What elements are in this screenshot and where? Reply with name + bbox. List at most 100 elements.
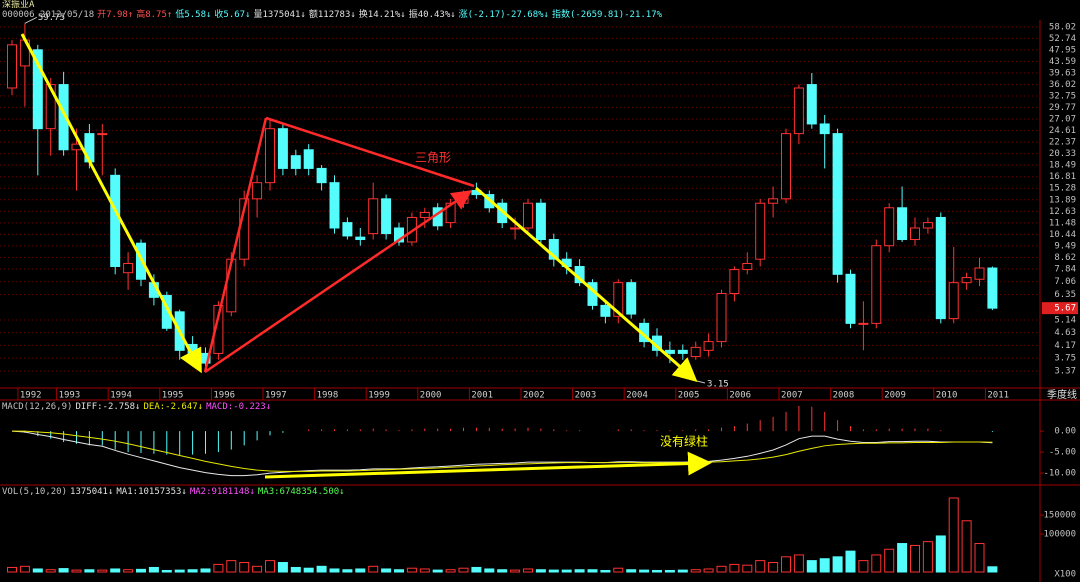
candle-body [600,304,611,317]
candle-body [355,236,366,241]
y-tick-label: 36.02 [1049,80,1076,90]
candle-body [368,198,379,235]
quote-item: 收5.67↓ [214,10,251,20]
trend-line [20,33,202,374]
candle-body [213,304,224,354]
high-marker-line [24,16,38,24]
quote-item: 高8.75↑ [136,10,173,20]
volume-bar [136,568,146,573]
candle-body [922,222,933,229]
low-marker-line [692,379,706,384]
x-tick-label: 2001 [471,391,493,401]
volume-bar [406,567,417,573]
y-tick-label: 4.63 [1054,328,1076,338]
y-tick-label: -5.00 [1049,448,1076,458]
y-tick-label: 22.37 [1049,138,1076,148]
volume-bar [974,543,985,573]
candle-body [303,149,314,169]
y-tick-label: 43.59 [1049,57,1076,67]
macd-panel: 0.00 -5.00 -10.00 没有绿柱 [11,405,1076,479]
macd-header: MACD(12,26,9) DIFF:-2.758↓ DEA:-2.647↓ MACD… [2,402,274,412]
candle-body [329,182,340,229]
y-tick-label: 15.28 [1049,184,1076,194]
candle-body [793,87,804,135]
y-tick-label: 27.07 [1049,115,1076,125]
y-tick-label: 9.49 [1054,241,1076,251]
volume-bar [819,558,830,573]
volume-bar [71,569,82,573]
volume-bar [303,567,314,573]
macd-title: MACD(12,26,9) [2,402,73,412]
x-tick-label: 2009 [884,391,906,401]
volume-panel: 150000 100000 X100 [7,497,1076,580]
x-tick-label: 1996 [213,391,235,401]
candle-body [690,346,701,358]
volume-bar [523,568,533,573]
x-tick-label: 2006 [729,391,751,401]
candle-body [948,282,959,320]
trend-line [203,117,268,373]
quote-item: 000006 2012/05/18 [2,10,95,20]
x-tick-label: 1995 [162,391,184,401]
candle-body [123,263,134,274]
candle-body [626,282,637,315]
unit-label: X100 [1054,570,1076,580]
x-tick-label: 1997 [265,391,287,401]
volume-bar [871,554,882,573]
candle-body [716,292,727,343]
volume-bar [768,562,779,573]
y-tick-label: 58.02 [1049,22,1076,32]
vol-header-item: MA2:9181148↓ [189,487,255,497]
volume-bar [497,569,508,573]
y-tick-label: 18.49 [1049,161,1076,171]
volume-bar [793,554,804,573]
volume-bar [19,565,30,573]
volume-bar [239,562,250,573]
candle-body [419,212,430,218]
y-tick-label: 5.14 [1054,316,1076,326]
volume-bar [910,544,920,573]
y-tick-label: 100000 [1043,530,1076,540]
candle-body [548,239,559,260]
volume-bar [613,567,624,573]
y-tick-label: 39.63 [1049,68,1076,78]
macd-header-item: DEA:-2.647↓ [143,402,204,412]
candle-body [252,182,263,200]
x-tick-label: 2003 [575,391,597,401]
volume-bar [626,569,637,573]
volume-bar [187,569,198,573]
volume-bar [368,565,379,573]
candle-body [290,155,301,169]
annotation: 三角形 [415,151,451,165]
candle-body [819,123,830,135]
volume-bar [355,568,366,573]
volume-bar [884,548,895,573]
volume-bar [252,565,263,573]
price-tag-label: 5.67 [1054,304,1076,314]
candle-body [729,269,740,294]
trend-line [265,116,475,188]
candle-body [987,267,998,309]
volume-bar [290,566,301,573]
y-tick-label: 6.35 [1054,290,1076,300]
volume-bar [664,569,675,573]
y-tick-label: 10.44 [1049,230,1076,240]
volume-bar [987,566,998,573]
price-tag [1042,302,1078,315]
y-tick-label: 150000 [1043,511,1076,521]
vol-header-item: 1375041↓ [70,487,114,497]
y-tick-label: 4.17 [1054,341,1076,351]
quote-item: 量1375041↓ [253,10,306,20]
x-tick-label: 2010 [936,391,958,401]
x-tick-label: 2004 [626,391,648,401]
candle-body [897,207,908,241]
candle-body [858,322,869,325]
y-tick-label: 7.84 [1054,264,1076,274]
y-tick-label: 3.37 [1054,367,1076,377]
volume-bar [922,541,933,573]
candle-body [742,263,753,271]
volume-bar [703,568,714,573]
candle-body [394,227,404,243]
candle-body [32,49,43,130]
volume-bar [419,568,430,573]
